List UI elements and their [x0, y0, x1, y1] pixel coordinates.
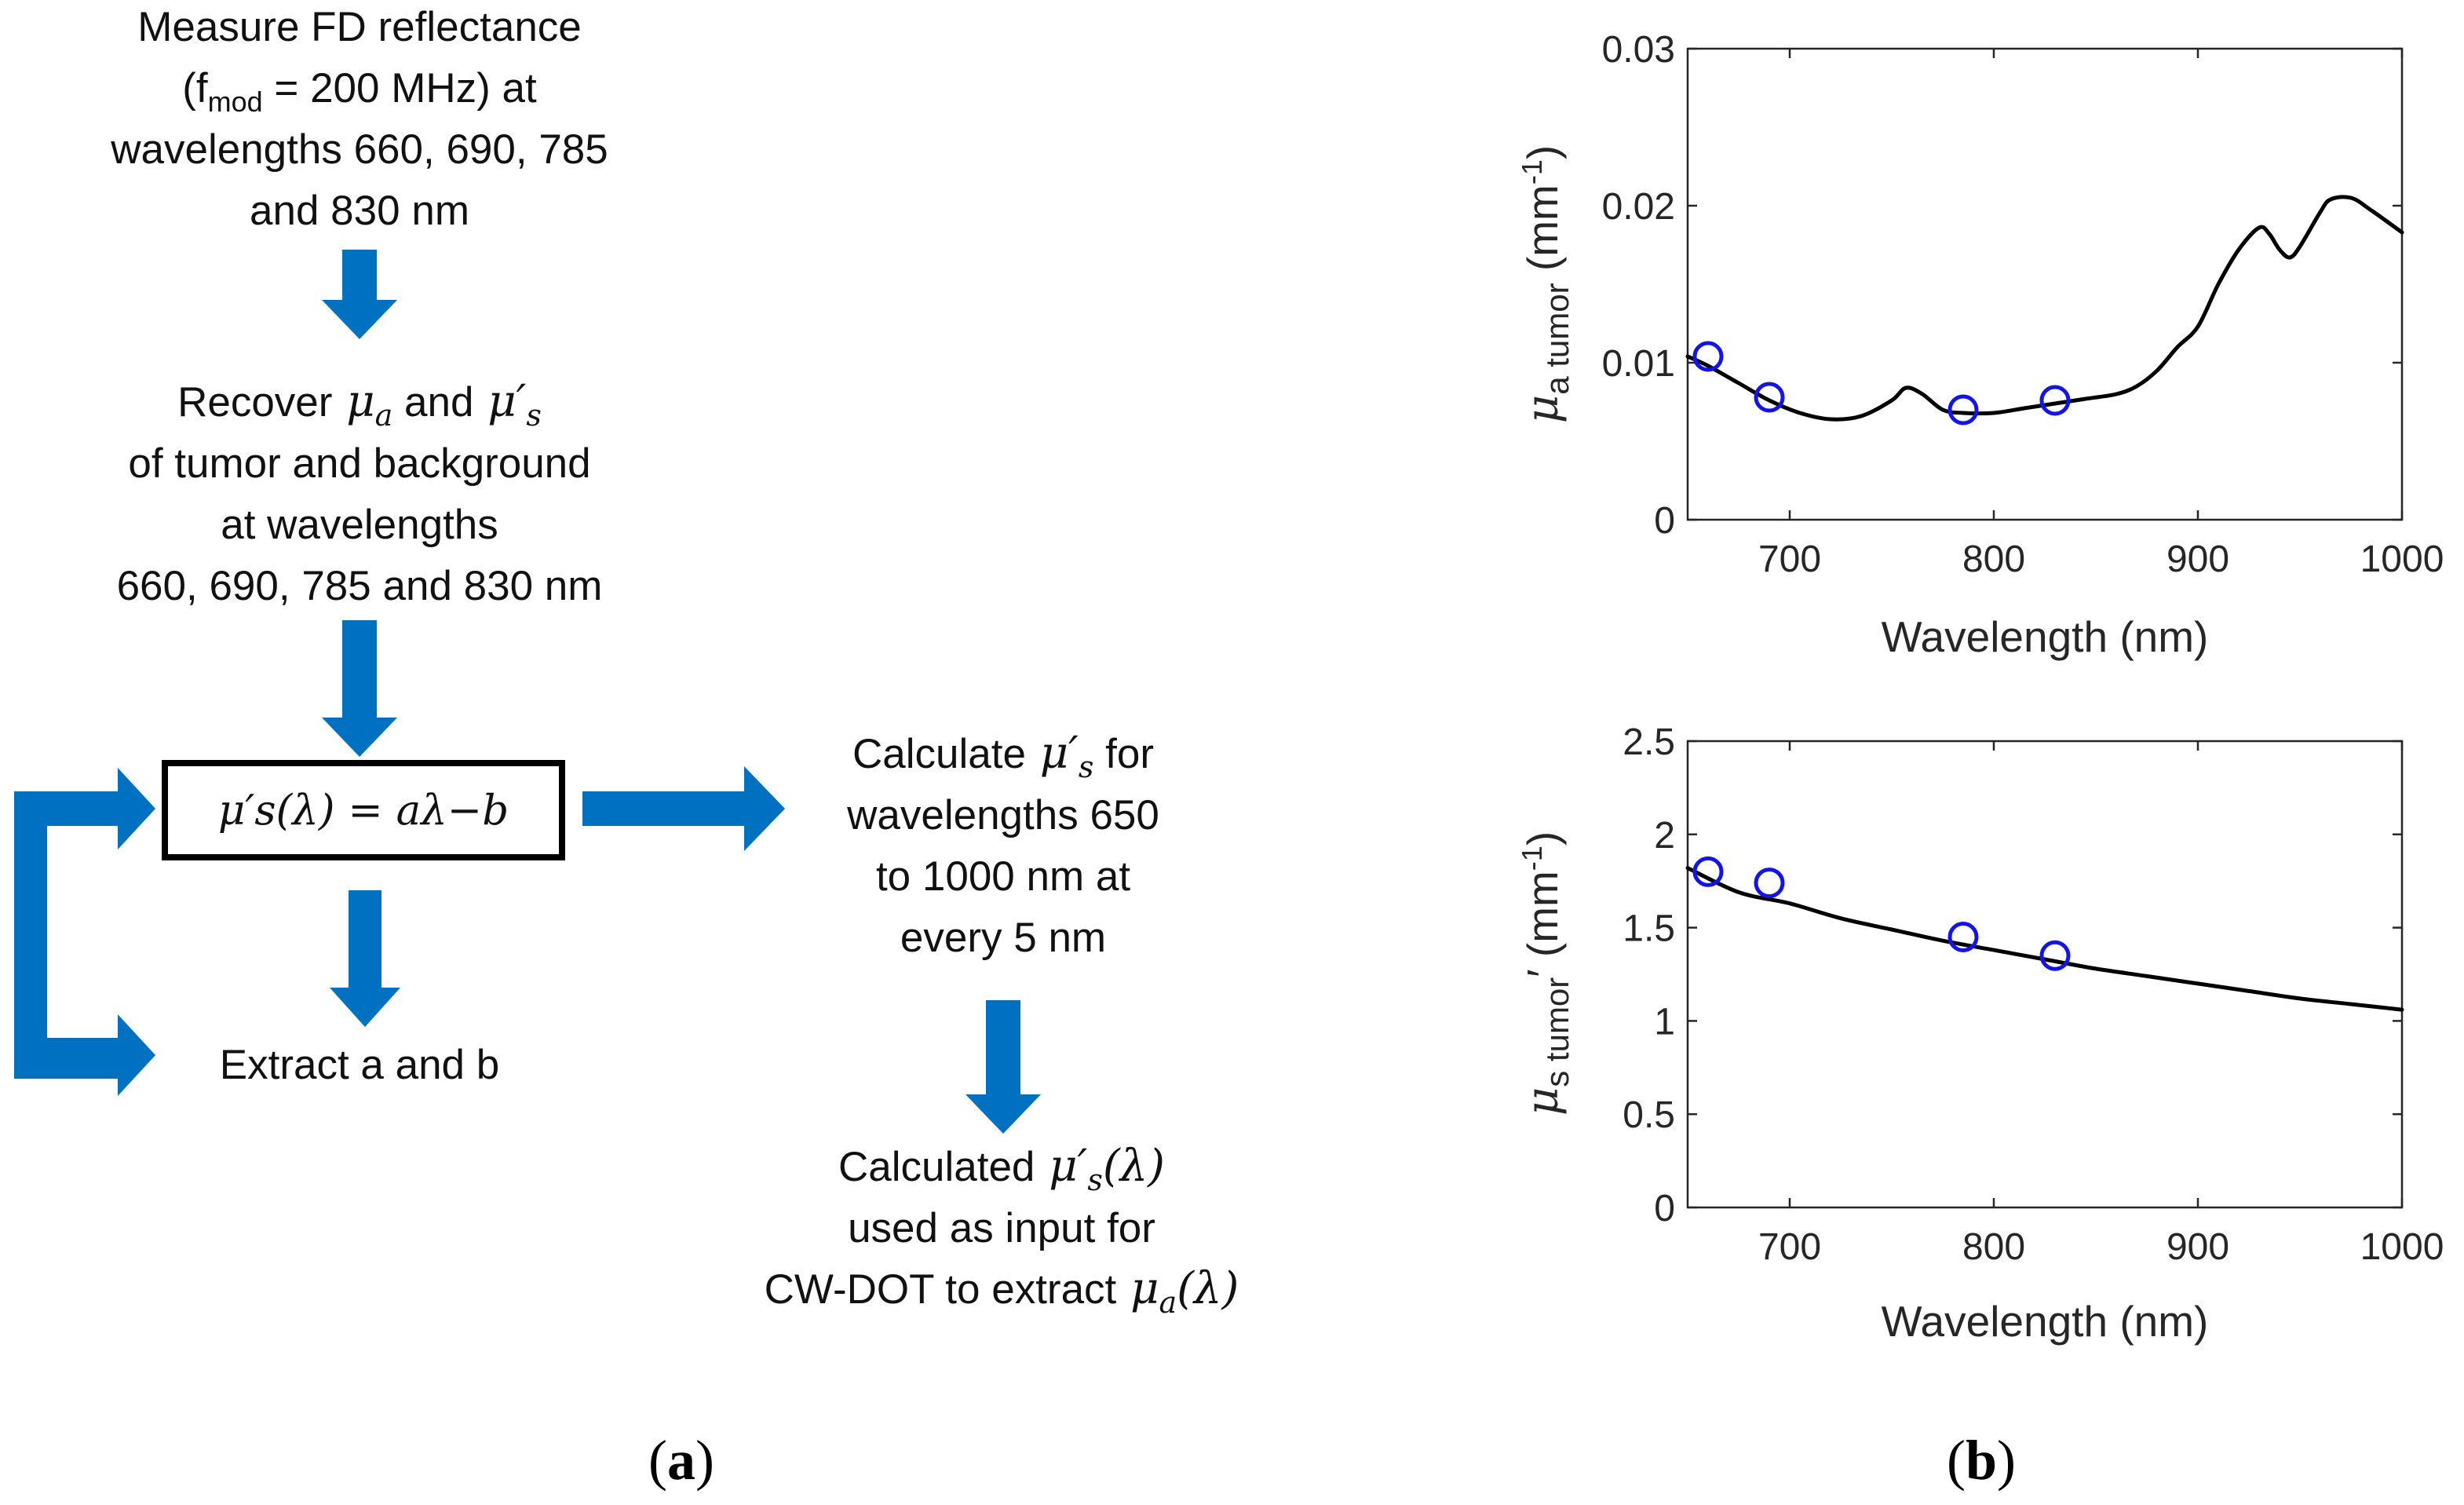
absorption-data-point: [1692, 341, 1724, 372]
plot-scattering: 700 800 900 1000 0 0.5 1 1.5 2 2.5 Wavelength (nm…: [1516, 721, 2444, 1346]
step3-line2: wavelengths 650: [846, 792, 1159, 838]
step1-line3: wavelengths 660, 690, 785: [110, 126, 608, 173]
scattering-xtick-label: 800: [1962, 1226, 2025, 1268]
step1-line4: and 830 nm: [250, 188, 469, 234]
scattering-data-point: [1692, 856, 1724, 887]
step4-line3: CW-DOT to extract μa(λ): [765, 1263, 1239, 1320]
scattering-xtick-label: 900: [2166, 1226, 2229, 1268]
extract-label: Extract a and b: [220, 1042, 499, 1088]
step2-line2: of tumor and background: [128, 440, 590, 487]
step3-line1: Calculate μ′s for: [852, 728, 1154, 784]
plot-absorption: 700 800 900 1000 0 0.01 0.02 0.03 Wavelength (n…: [1516, 29, 2444, 661]
absorption-xtick-label: 1000: [2360, 539, 2444, 580]
absorption-xtick-label: 800: [1962, 539, 2025, 580]
absorption-data-point: [2039, 385, 2071, 416]
absorption-xtick-label: 700: [1758, 539, 1821, 580]
scattering-xtick-label: 700: [1758, 1226, 1821, 1268]
scattering-ylabel: μs tumor′ (mm-1): [1516, 831, 1575, 1116]
step1-line2: (fmod = 200 MHz) at: [182, 65, 537, 118]
scattering-ytick-label: 1: [1654, 1001, 1675, 1043]
formula-box: [162, 760, 565, 860]
plot-scattering-ticks: 700 800 900 1000 0 0.5 1 1.5 2 2.5: [1623, 721, 2444, 1268]
absorption-xlabel: Wavelength (nm): [1882, 612, 2209, 661]
plot-absorption-axes: [1686, 47, 2404, 521]
scattering-ytick-label: 2: [1654, 815, 1675, 857]
step1-line1: Measure FD reflectance: [137, 4, 582, 50]
plot-absorption-ticks: 700 800 900 1000 0 0.01 0.02 0.03: [1602, 29, 2444, 580]
scattering-ytick-label: 2.5: [1623, 721, 1675, 763]
flowchart: Measure FD reflectance (fmod = 200 MHz) …: [14, 4, 1239, 1492]
scattering-xlabel: Wavelength (nm): [1882, 1297, 2209, 1346]
step3-line3: to 1000 nm at: [876, 853, 1130, 900]
step3-line4: every 5 nm: [900, 915, 1106, 961]
absorption-data-point: [1947, 394, 1979, 426]
step2-line3: at wavelengths: [221, 502, 498, 548]
absorption-ytick-label: 0.01: [1602, 343, 1675, 385]
absorption-curve: [1685, 195, 2404, 422]
panel-label-b: (b): [1947, 1429, 2016, 1492]
step2-line4: 660, 690, 785 and 830 nm: [117, 563, 603, 609]
step4-line2: used as input for: [848, 1205, 1155, 1251]
arrow-right: [582, 766, 785, 851]
scattering-data-point: [1754, 868, 1785, 899]
arrow-down-3: [330, 890, 400, 1027]
step2-line1: Recover μa and μ′s: [177, 376, 542, 433]
absorption-ylabel: μa tumor (mm-1): [1516, 145, 1575, 423]
scattering-ytick-label: 0: [1654, 1188, 1675, 1229]
scattering-data-point: [2039, 940, 2071, 971]
step4-line1: Calculated μ′s(λ): [838, 1141, 1165, 1197]
formula: μ′s(λ) = aλ−b: [218, 787, 509, 835]
absorption-xtick-label: 900: [2166, 539, 2229, 580]
arrow-down-4: [966, 1000, 1041, 1134]
scattering-data-point: [1947, 921, 1979, 952]
arrow-down-1: [322, 250, 397, 339]
absorption-ytick-label: 0.02: [1602, 186, 1675, 228]
absorption-ytick-label: 0: [1654, 500, 1675, 542]
scattering-curve: [1685, 866, 2404, 1012]
absorption-ytick-label: 0.03: [1602, 29, 1675, 71]
panel-label-a: (a): [648, 1429, 714, 1492]
plot-scattering-axes: [1686, 740, 2404, 1209]
absorption-markers: [1692, 341, 2071, 426]
scattering-markers: [1692, 856, 2071, 971]
feedback-bracket: [14, 768, 155, 1096]
arrow-down-2: [322, 620, 397, 757]
scattering-ytick-label: 0.5: [1623, 1094, 1675, 1136]
absorption-data-point: [1754, 382, 1785, 413]
scattering-xtick-label: 1000: [2360, 1226, 2444, 1268]
scattering-ytick-label: 1.5: [1623, 908, 1675, 950]
